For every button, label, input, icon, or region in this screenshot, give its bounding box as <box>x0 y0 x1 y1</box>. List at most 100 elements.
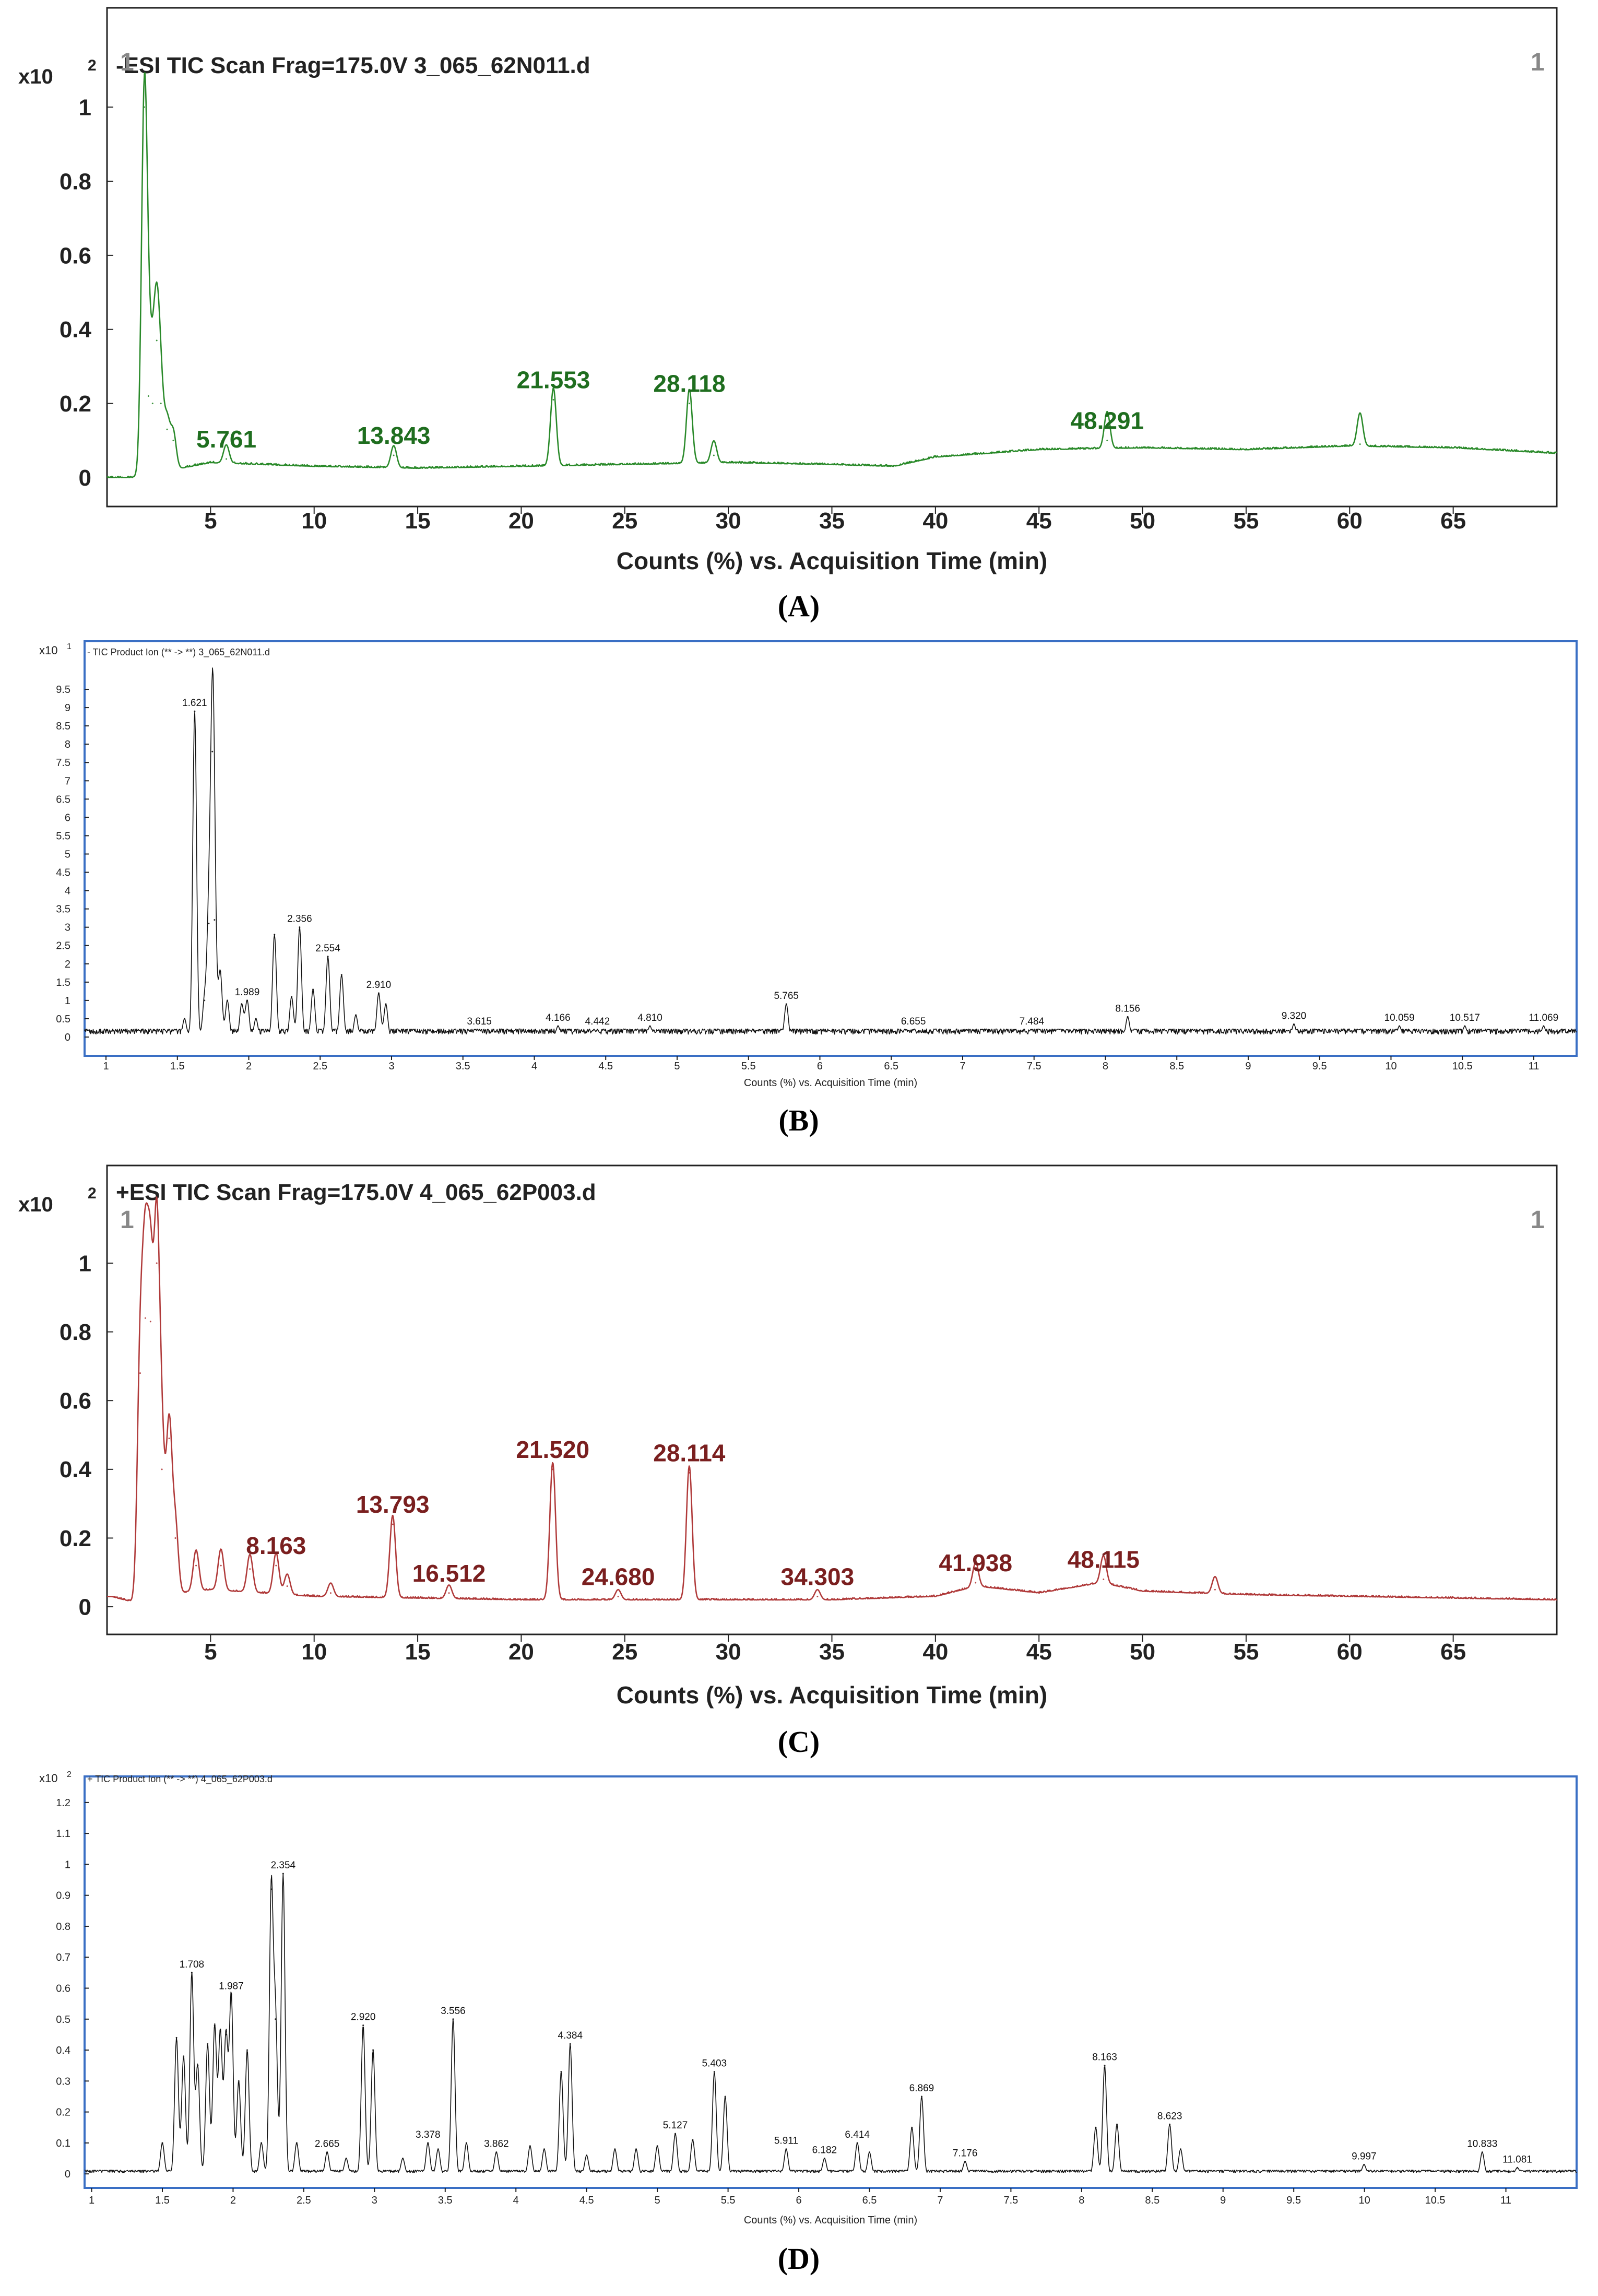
y-tick-label: 1 <box>79 95 91 121</box>
y-tick-label: 0.6 <box>56 1983 70 1995</box>
peak-point <box>175 2036 177 2039</box>
range-marker-right: 1 <box>1531 1206 1545 1234</box>
peak-point <box>1399 1025 1401 1027</box>
peak-label: 2.356 <box>287 914 312 925</box>
x-tick-label: 1.5 <box>155 2195 170 2206</box>
chart-title: + TIC Product Ion (** -> **) 4_065_62P00… <box>87 1774 273 1785</box>
x-tick-label: 45 <box>1026 508 1052 534</box>
y-tick-label: 0.2 <box>60 1526 91 1551</box>
peak-point <box>557 1025 559 1027</box>
y-tick-label: 6 <box>65 812 70 823</box>
peak-point <box>674 2133 677 2135</box>
panel-caption: (A) <box>778 589 820 623</box>
peak-point <box>543 2148 545 2150</box>
chromatogram-trace <box>106 72 1558 478</box>
peak-label: 1.708 <box>180 1959 205 1970</box>
x-tick-label: 11 <box>1529 1061 1540 1072</box>
y-tick-label: 0.2 <box>56 2107 70 2118</box>
peak-label: 10.059 <box>1384 1012 1415 1023</box>
peak-point <box>713 454 715 456</box>
range-marker-left: 1 <box>120 49 134 76</box>
x-tick-label: 10 <box>301 508 327 534</box>
peak-point <box>149 1321 151 1323</box>
peak-label: 16.512 <box>412 1560 486 1587</box>
y-tick-label: 0.9 <box>56 1890 70 1902</box>
peak-point <box>161 1468 163 1470</box>
peak-point <box>448 1592 450 1594</box>
y-tick-label: 0.4 <box>60 1457 92 1482</box>
chromatogram-trace <box>106 1196 1557 1602</box>
x-tick-label: 3 <box>372 2195 377 2206</box>
peak-point <box>913 1029 915 1031</box>
peak-point <box>1516 2167 1518 2169</box>
peak-label: 3.378 <box>416 2129 441 2140</box>
peak-point <box>1116 2123 1118 2125</box>
plot-frame <box>106 7 1558 508</box>
panel-caption: (D) <box>778 2242 820 2276</box>
y-tick-label: 1 <box>65 1859 70 1870</box>
y-tick-label: 9 <box>65 702 70 714</box>
peak-point <box>465 2142 467 2144</box>
peak-label: 21.520 <box>516 1436 589 1463</box>
peak-point <box>656 2145 658 2147</box>
y-tick-label: 0.2 <box>60 391 91 417</box>
y-scale-exponent: 2 <box>88 57 97 74</box>
peak-point <box>362 2024 364 2027</box>
peak-label: 5.127 <box>663 2120 688 2131</box>
peak-point <box>326 2151 328 2153</box>
x-tick-label: 6 <box>817 1061 823 1072</box>
peak-point <box>261 2142 263 2144</box>
x-tick-label: 8 <box>1103 1061 1108 1072</box>
peak-point <box>823 2158 825 2160</box>
peak-point <box>211 750 214 752</box>
peak-point <box>614 2148 616 2150</box>
peak-point <box>586 2154 588 2157</box>
x-tick-label: 9 <box>1220 2195 1226 2206</box>
peak-point <box>649 1025 651 1027</box>
y-tick-label: 1 <box>79 1251 91 1276</box>
peak-label: 2.920 <box>351 2012 376 2023</box>
y-tick-label: 2.5 <box>56 940 70 952</box>
y-tick-label: 8 <box>65 739 70 750</box>
peak-point <box>1031 1029 1033 1031</box>
y-tick-label: 4 <box>65 886 70 897</box>
peak-point <box>868 2151 870 2153</box>
peak-point <box>377 992 380 994</box>
peak-point <box>255 1018 257 1020</box>
peak-point <box>295 2142 298 2144</box>
range-marker-left: 1 <box>120 1206 134 1234</box>
peak-label: 6.869 <box>909 2083 934 2094</box>
peak-point <box>552 1468 554 1470</box>
peak-point <box>1214 1588 1216 1591</box>
peak-point <box>635 2148 637 2150</box>
y-tick-label: 3 <box>65 922 70 934</box>
x-tick-label: 1.5 <box>170 1061 185 1072</box>
peak-point <box>207 2043 209 2045</box>
x-tick-label: 40 <box>922 1639 948 1665</box>
peak-point <box>1104 2065 1106 2067</box>
y-scale-label: x10 <box>18 1193 53 1216</box>
peak-point <box>270 1888 273 1890</box>
peak-point <box>160 403 162 405</box>
peak-label: 1.987 <box>219 1981 244 1992</box>
y-tick-label: 0.7 <box>56 1952 70 1963</box>
y-tick-label: 8.5 <box>56 721 70 732</box>
peak-label: 8.163 <box>1092 2052 1117 2063</box>
peak-point <box>183 2055 185 2057</box>
peak-point <box>168 1438 170 1440</box>
peak-label: 2.554 <box>315 943 340 954</box>
peak-point <box>275 1564 277 1567</box>
peak-label: 28.118 <box>653 370 725 397</box>
peak-point <box>194 710 196 712</box>
peak-label: 11.069 <box>1529 1012 1558 1023</box>
peak-label: 5.911 <box>774 2136 798 2147</box>
peak-point <box>220 1564 222 1567</box>
peak-label: 34.303 <box>780 1563 854 1590</box>
x-tick-label: 9 <box>1245 1061 1251 1072</box>
y-scale-label: x10 <box>39 644 57 657</box>
x-tick-label: 20 <box>508 1639 534 1665</box>
x-axis-label: Counts (%) vs. Acquisition Time (min) <box>744 2215 917 2226</box>
x-tick-label: 4.5 <box>598 1061 613 1072</box>
peak-label: 13.793 <box>356 1491 430 1518</box>
peak-label: 10.833 <box>1467 2139 1497 2150</box>
